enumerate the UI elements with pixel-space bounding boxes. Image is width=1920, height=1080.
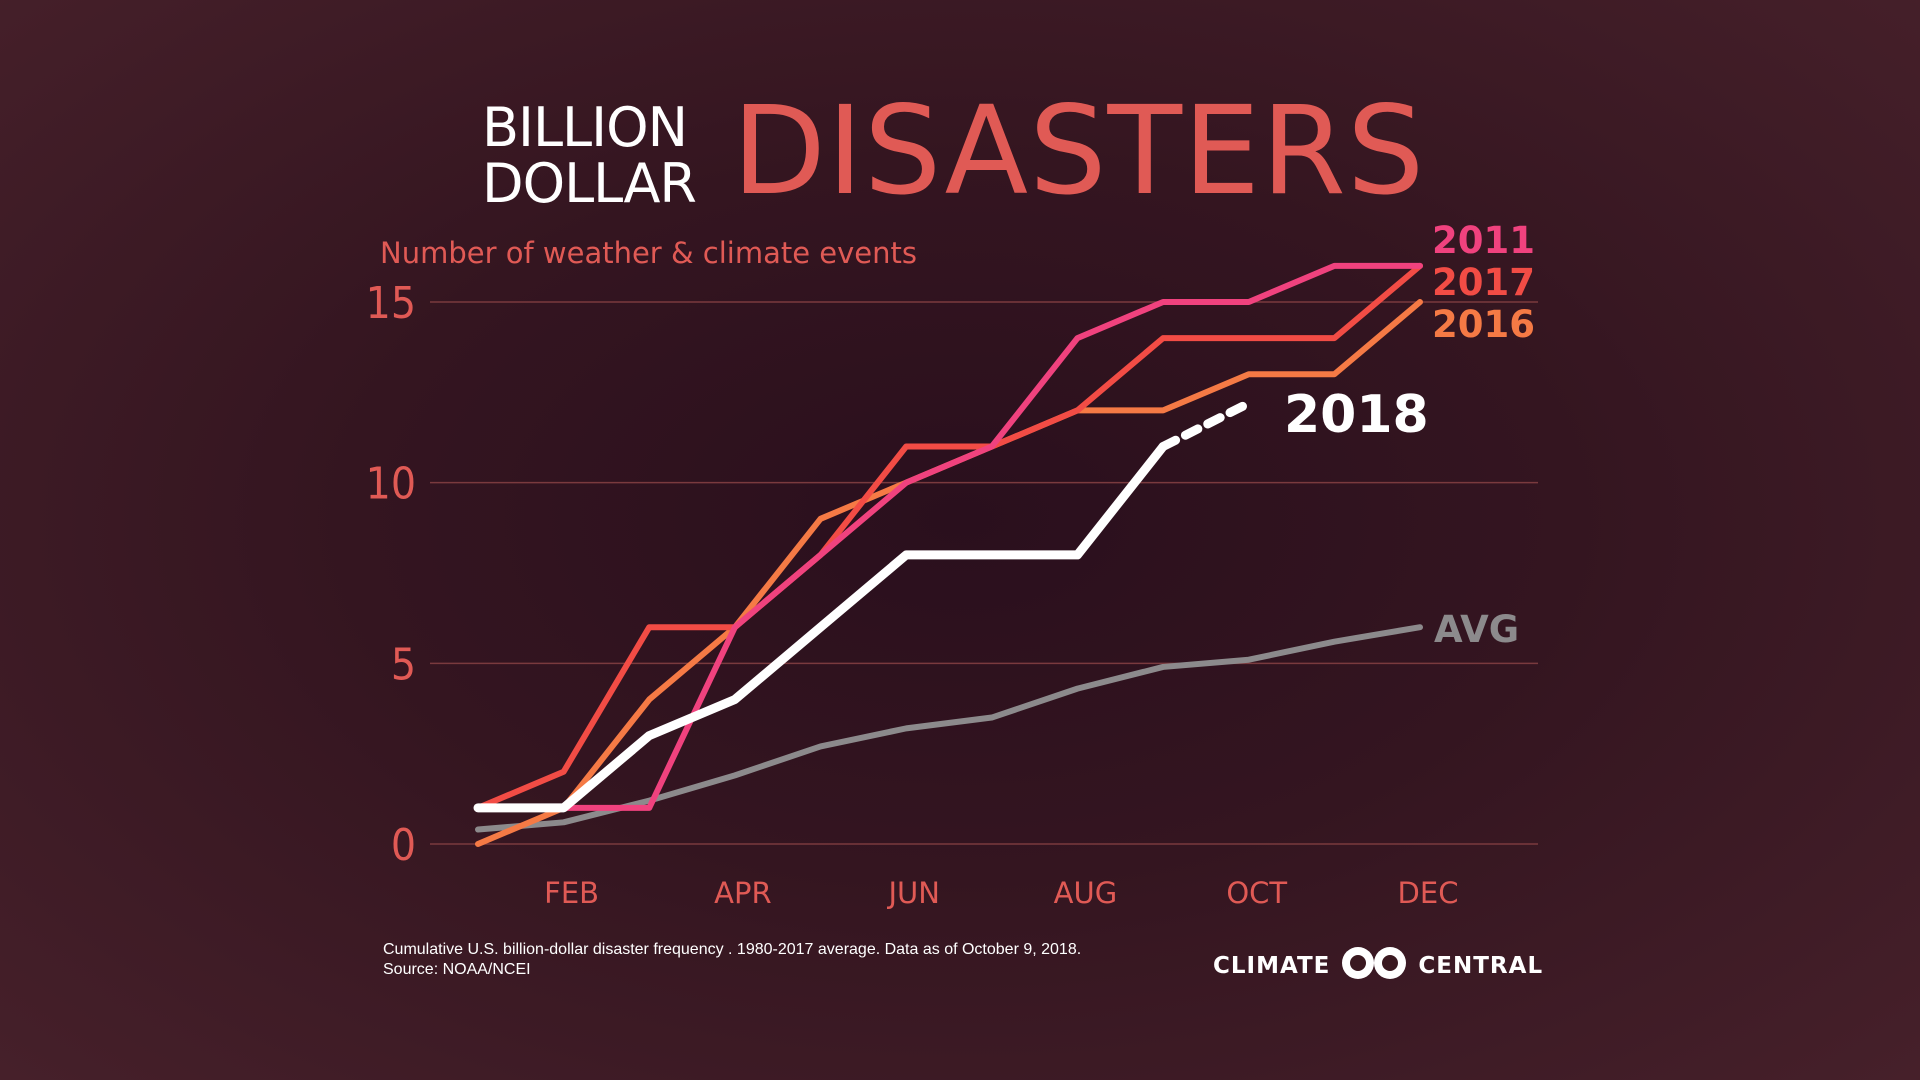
x-tick-label: OCT [1226,876,1287,910]
series-line-avg [475,624,1423,833]
series-label-2018: 2018 [1284,385,1429,445]
title-billion-dollar: BILLION DOLLAR [482,96,697,215]
footnote-description: Cumulative U.S. billion-dollar disaster … [383,941,1082,958]
series-lines [473,262,1423,847]
series-line-2018-projected [1158,398,1254,452]
logo-text-central: CENTRAL [1418,953,1544,979]
series-label-2011: 2011 [1432,219,1535,262]
series-label-2017: 2017 [1432,261,1535,304]
footnote-source: Source: NOAA/NCEI [383,961,531,978]
title-line-billion: BILLION [482,96,688,159]
x-tick-label: APR [714,876,771,910]
x-tick-label: DEC [1398,876,1459,910]
y-tick-label: 10 [366,459,416,510]
series-line-2011 [475,262,1423,811]
title-line-dollar: DOLLAR [482,152,697,215]
y-axis-ticks: 0 5 10 15 [366,278,416,871]
series-line-2018 [473,442,1168,813]
series-label-2016: 2016 [1432,303,1535,346]
gridlines [430,301,1538,845]
x-axis-ticks: FEB APR JUN AUG OCT DEC [544,876,1458,910]
logo-text-climate: CLIMATE [1213,953,1331,979]
x-tick-label: JUN [886,876,939,910]
y-tick-label: 0 [391,820,416,871]
series-label-avg: AVG [1434,608,1519,651]
logo-rings-icon [1338,945,1410,987]
y-tick-label: 15 [366,278,416,329]
x-tick-label: AUG [1054,876,1118,910]
title-disasters: DISASTERS [732,80,1426,222]
climate-central-logo: CLIMATE CENTRAL [1213,944,1543,988]
y-tick-label: 5 [391,639,416,690]
chart-subtitle: Number of weather & climate events [380,236,917,270]
footnote: Cumulative U.S. billion-dollar disaster … [383,940,1081,980]
series-line-2017 [475,262,1423,811]
x-tick-label: FEB [544,876,599,910]
